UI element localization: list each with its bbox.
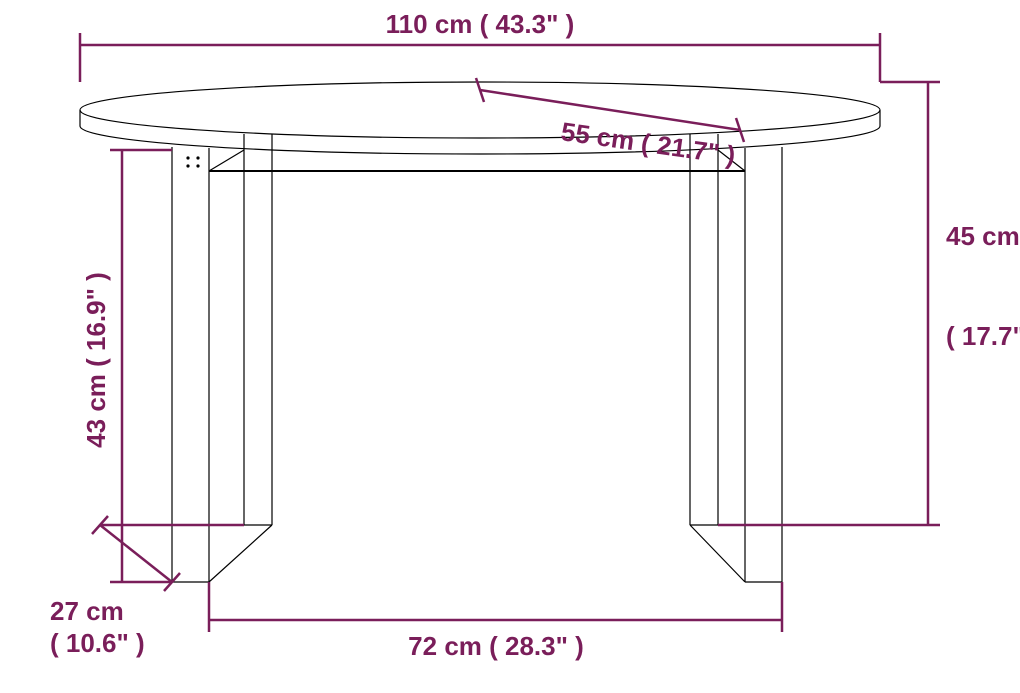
label-depth-bl-a: 27 cm: [50, 596, 124, 626]
table-outline: [80, 82, 880, 582]
label-height-right-a: 45 cm: [946, 221, 1020, 251]
front-left-leg: [172, 147, 272, 582]
label-height-right-b: ( 17.7" ): [946, 321, 1020, 351]
dim-legspan-bottom: 72 cm ( 28.3" ): [209, 582, 782, 661]
label-width-top: 110 cm ( 43.3" ): [386, 9, 575, 39]
dim-legclear-left: 43 cm ( 16.9" ): [81, 150, 172, 582]
dimension-diagram: 110 cm ( 43.3" ) 55 cm ( 21.7" ) 45 cm (…: [0, 0, 1020, 693]
back-right-leg: [690, 134, 718, 525]
tabletop-thickness-arc: [80, 110, 880, 154]
dim-depth-bottomleft: 27 cm ( 10.6" ): [50, 516, 244, 658]
bolt-dots: [186, 156, 199, 167]
dim-depth-top: 55 cm ( 21.7" ): [476, 78, 744, 170]
label-depth-bl-b: ( 10.6" ): [50, 628, 145, 658]
back-left-leg: [244, 134, 272, 525]
front-right-leg: [690, 147, 782, 582]
label-legspan-bottom: 72 cm ( 28.3" ): [408, 631, 584, 661]
dim-height-right: 45 cm ( 17.7" ): [718, 82, 1020, 525]
label-legclear-left: 43 cm ( 16.9" ): [81, 272, 111, 448]
dim-width-top: 110 cm ( 43.3" ): [80, 9, 880, 82]
